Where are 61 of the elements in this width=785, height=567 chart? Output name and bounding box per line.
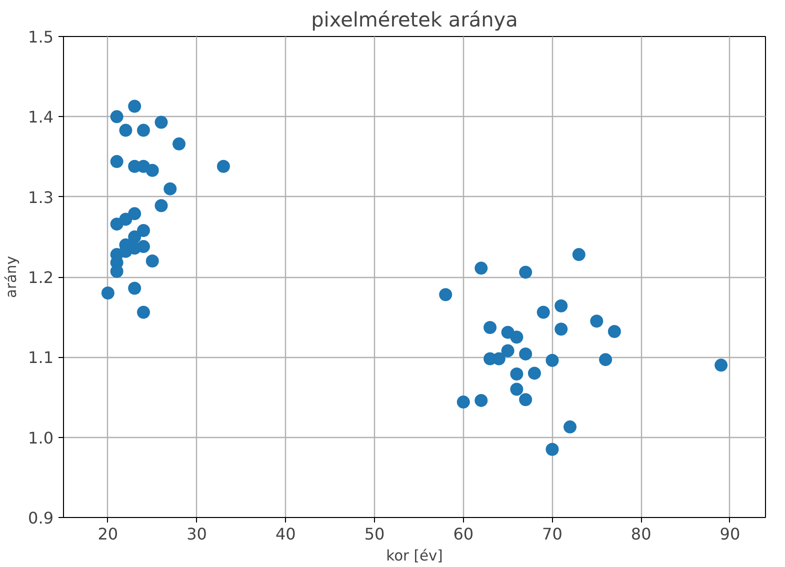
point [216, 160, 230, 173]
y-tick-label: 0.9 [28, 508, 54, 528]
point [599, 353, 612, 366]
point [172, 137, 186, 150]
x-tick-label: 70 [542, 524, 562, 544]
point [714, 358, 728, 372]
y-tick-label: 1.1 [28, 348, 54, 368]
point [101, 286, 114, 300]
point [519, 266, 532, 279]
x-tick-label: 60 [453, 524, 474, 544]
point [564, 420, 577, 434]
point [119, 212, 132, 226]
point [128, 230, 142, 244]
point [528, 366, 541, 380]
point [136, 224, 150, 237]
point [608, 325, 621, 338]
point [154, 116, 168, 129]
point [554, 299, 568, 312]
point [519, 347, 532, 360]
y-tick-label: 1.3 [28, 188, 54, 207]
point [554, 322, 568, 336]
x-tick-label: 40 [275, 524, 296, 544]
x-axis-title: kor [év] [386, 548, 443, 564]
point [546, 354, 559, 367]
point [128, 100, 142, 113]
x-tick-label: 30 [186, 524, 207, 544]
point [536, 306, 550, 319]
point [136, 124, 150, 137]
point [456, 396, 470, 409]
point [146, 164, 159, 177]
y-tick-label: 1.0 [28, 428, 54, 448]
point [519, 393, 532, 406]
point [164, 182, 177, 196]
point [510, 330, 524, 344]
point [154, 199, 168, 212]
y-tick-label: 1.2 [28, 268, 54, 287]
point [474, 262, 488, 275]
point [590, 314, 604, 328]
x-tick-label: 90 [720, 524, 740, 544]
point [119, 124, 132, 137]
point [136, 306, 150, 319]
chart-title: pixelméretek aránya [311, 8, 518, 32]
point [510, 368, 524, 380]
point [484, 321, 497, 334]
point [128, 282, 142, 295]
point [474, 394, 488, 407]
point [439, 288, 452, 302]
x-tick-label: 20 [98, 524, 118, 544]
y-tick-label: 1.5 [28, 28, 54, 46]
point [572, 248, 586, 262]
point [146, 254, 159, 268]
y-axis-title: arány [3, 256, 20, 298]
point [501, 344, 514, 358]
x-tick-label: 80 [630, 524, 652, 544]
point [128, 207, 142, 220]
point [110, 110, 124, 124]
point [546, 442, 559, 456]
point [510, 382, 524, 396]
y-tick-label: 1.4 [28, 108, 54, 127]
point [110, 155, 124, 168]
x-tick-label: 50 [364, 524, 385, 544]
